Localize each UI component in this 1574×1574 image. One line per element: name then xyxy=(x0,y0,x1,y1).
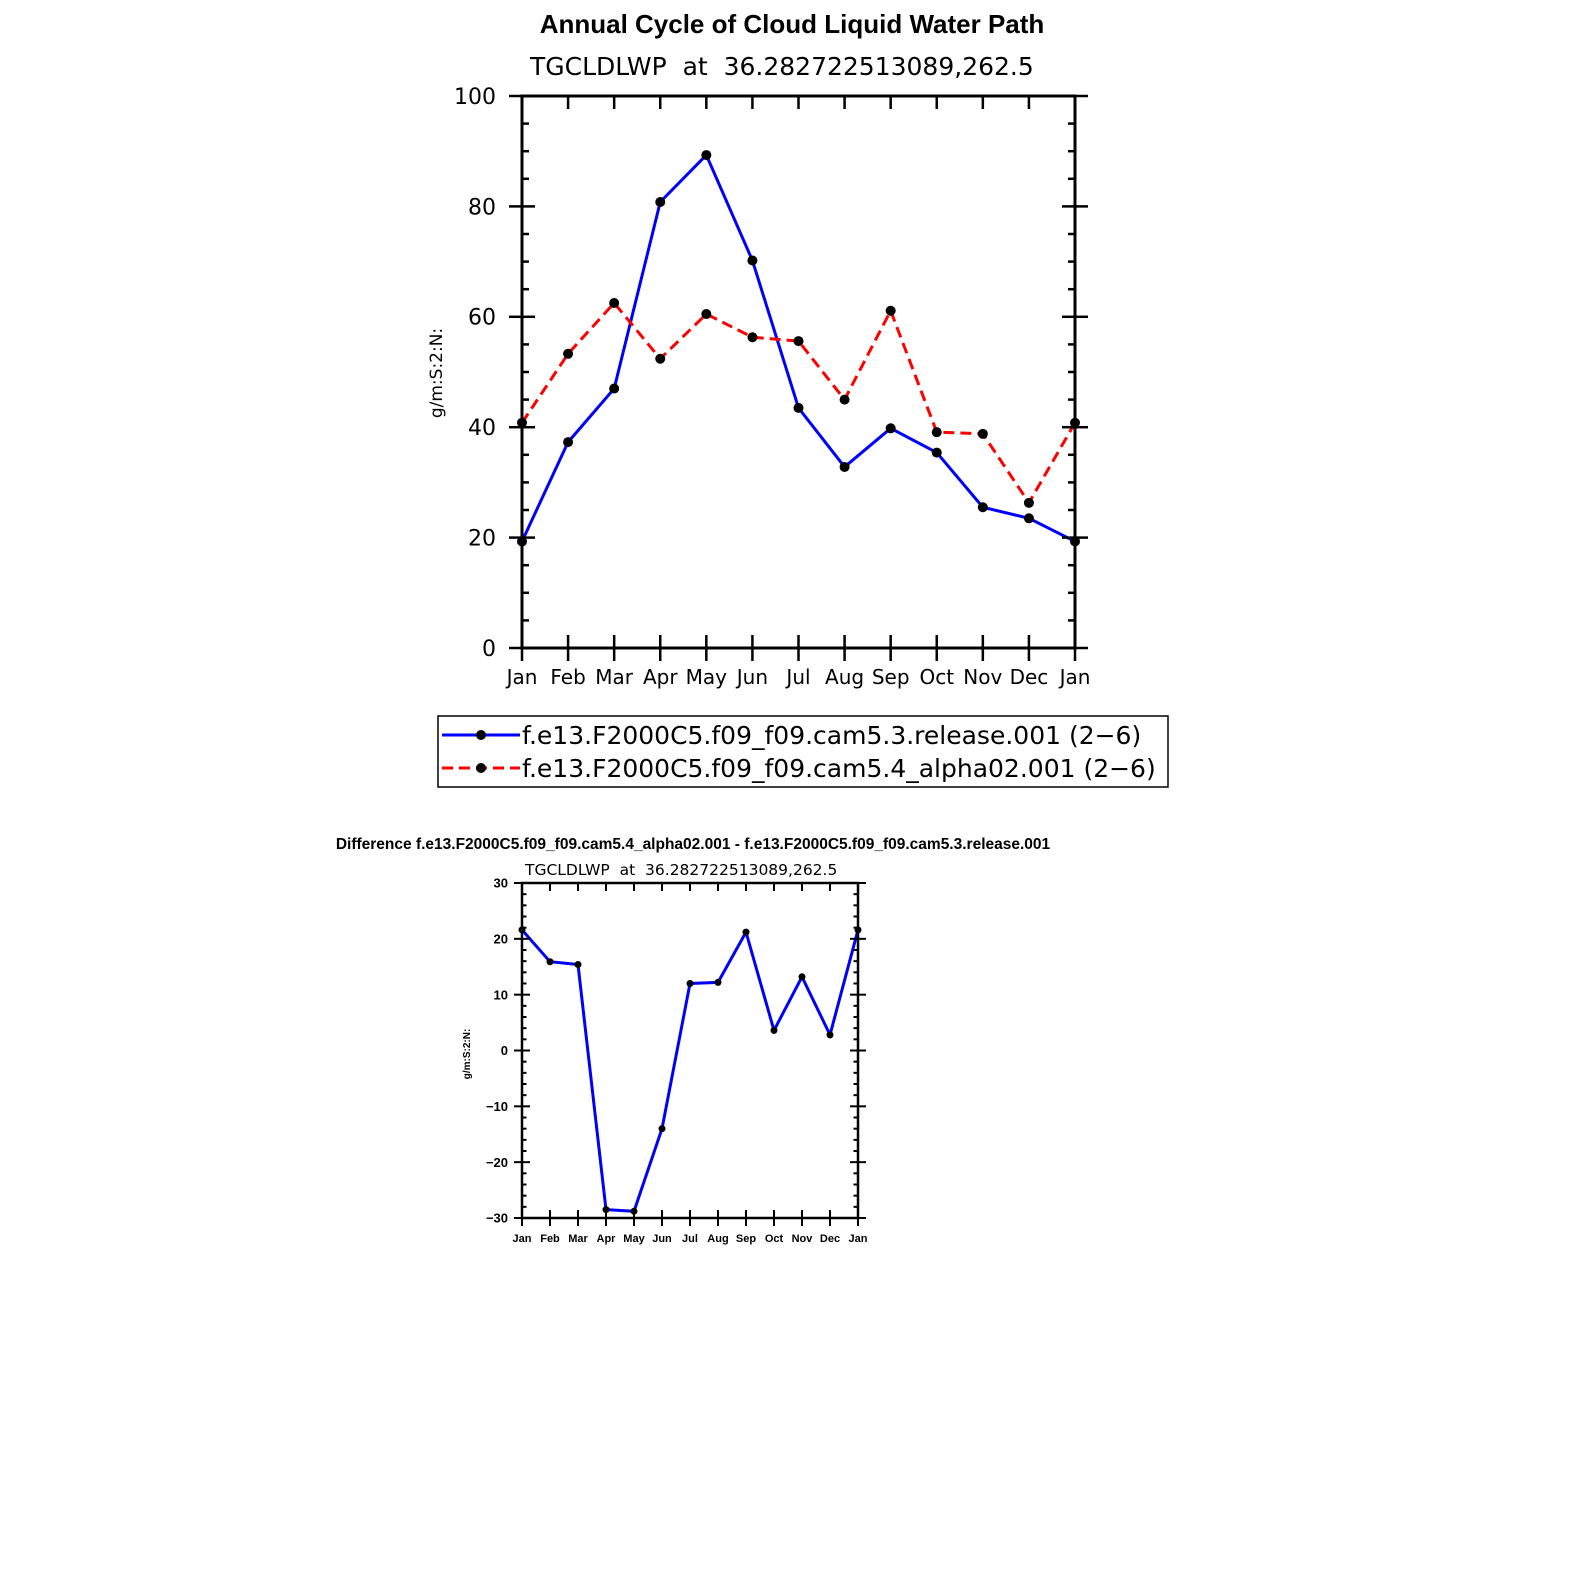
data-point-s1-9 xyxy=(742,928,750,936)
x-tick-label: Jan xyxy=(1058,665,1091,689)
diff-chart-title: Difference f.e13.F2000C5.f09_f09.cam5.4_… xyxy=(336,836,1051,853)
data-point-s1-12 xyxy=(1023,513,1034,524)
y-tick-label: −10 xyxy=(486,1099,508,1114)
data-point-s1-11 xyxy=(977,502,988,513)
chart-subtitle: TGCLDLWP at 36.282722513089,262.5 xyxy=(529,52,1034,81)
y-tick-label: 20 xyxy=(494,932,508,947)
data-point-s2-5 xyxy=(701,309,712,320)
data-point-s2-11 xyxy=(977,428,988,439)
data-point-s1-8 xyxy=(714,978,722,986)
data-point-s1-3 xyxy=(574,961,582,969)
x-tick-label: Nov xyxy=(792,1233,814,1245)
y-tick-label: 20 xyxy=(468,527,496,552)
x-tick-label: Feb xyxy=(540,1233,560,1245)
x-tick-label: Aug xyxy=(825,665,864,689)
legend-label-2: f.e13.F2000C5.f09_f09.cam5.4_alpha02.001… xyxy=(522,754,1156,783)
legend-label-1: f.e13.F2000C5.f09_f09.cam5.3.release.001… xyxy=(522,721,1141,750)
y-tick-label: 60 xyxy=(468,306,496,331)
x-tick-label: Jun xyxy=(652,1233,672,1245)
y-tick-label: −30 xyxy=(486,1211,508,1226)
data-point-s2-6 xyxy=(747,332,758,343)
data-point-s1-11 xyxy=(798,973,806,981)
data-point-s1-7 xyxy=(793,402,804,413)
y-tick-label: 80 xyxy=(468,195,496,220)
x-tick-label: Oct xyxy=(765,1233,784,1245)
data-point-s1-4 xyxy=(602,1206,610,1214)
x-tick-label: Aug xyxy=(707,1233,728,1245)
plot-area: Jan Feb Mar Apr May Jun Jul Aug Sep Oct Nov Dec Jan 0… xyxy=(454,85,1090,689)
x-tick-label: Mar xyxy=(568,1233,588,1245)
x-tick-label: May xyxy=(686,665,728,689)
data-point-s1-10 xyxy=(770,1026,778,1034)
x-tick-label: Mar xyxy=(595,665,634,689)
y-tick-label: 30 xyxy=(494,876,508,891)
legend-item-series-1: f.e13.F2000C5.f09_f09.cam5.3.release.001… xyxy=(442,721,1141,750)
y-tick-label: 40 xyxy=(468,416,496,441)
y-tick-label: 100 xyxy=(454,85,496,110)
data-point-s1-10 xyxy=(931,447,942,458)
legend-marker-2 xyxy=(476,763,486,773)
diff-y-axis-label: g/m:S:2:N: xyxy=(462,1029,473,1080)
x-tick-label: Jan xyxy=(505,665,538,689)
x-tick-label: Sep xyxy=(872,665,910,689)
diff-plot-area: Jan Feb Mar Apr May Jun Jul Aug Sep Oct Nov Dec Jan−… xyxy=(486,876,868,1245)
data-point-s1-4 xyxy=(655,196,666,207)
chart-title: Annual Cycle of Cloud Liquid Water Path xyxy=(540,9,1045,39)
x-tick-label: Jan xyxy=(513,1233,532,1245)
diff-chart-subtitle: TGCLDLWP at 36.282722513089,262.5 xyxy=(524,861,837,879)
x-tick-label: Dec xyxy=(820,1233,840,1245)
data-point-s2-9 xyxy=(885,305,896,316)
x-tick-label: Jun xyxy=(735,665,768,689)
data-point-s1-5 xyxy=(701,150,712,161)
data-point-s1-6 xyxy=(747,255,758,266)
difference-chart: Difference f.e13.F2000C5.f09_f09.cam5.4_… xyxy=(336,836,1051,1245)
x-tick-label: Oct xyxy=(919,665,954,689)
data-point-s1-6 xyxy=(658,1125,666,1133)
data-point-s1-2 xyxy=(563,437,574,448)
data-point-s2-4 xyxy=(655,353,666,364)
x-tick-label: Jul xyxy=(682,1233,698,1245)
data-point-s1-2 xyxy=(546,958,554,966)
data-point-s2-12 xyxy=(1023,497,1034,508)
x-tick-label: Apr xyxy=(643,665,678,689)
legend-marker-1 xyxy=(476,730,486,740)
data-point-s1-9 xyxy=(885,423,896,434)
data-point-s2-3 xyxy=(609,298,620,308)
x-tick-label: Apr xyxy=(597,1233,617,1245)
data-point-s2-2 xyxy=(563,348,574,359)
x-tick-label: Nov xyxy=(963,665,1002,689)
data-point-s1-8 xyxy=(839,461,850,472)
data-point-s2-8 xyxy=(839,394,850,405)
x-tick-label: Sep xyxy=(736,1233,756,1245)
y-axis-label: g/m:S:2:N: xyxy=(427,328,447,418)
y-tick-label: 0 xyxy=(482,637,496,662)
legend: f.e13.F2000C5.f09_f09.cam5.3.release.001… xyxy=(437,715,1169,788)
y-tick-label: 10 xyxy=(494,987,508,1002)
legend-box xyxy=(437,715,1169,788)
annual-cycle-chart: Annual Cycle of Cloud Liquid Water Path … xyxy=(427,9,1169,788)
y-tick-label: −20 xyxy=(486,1155,508,1170)
data-point-s1-7 xyxy=(686,980,694,987)
data-point-s2-7 xyxy=(793,336,804,347)
data-point-s1-12 xyxy=(826,1031,834,1039)
x-tick-label: Jan xyxy=(849,1233,868,1245)
data-point-s1-3 xyxy=(609,383,620,394)
x-tick-label: Dec xyxy=(1010,665,1049,689)
x-tick-label: May xyxy=(623,1233,645,1245)
x-tick-label: Jul xyxy=(784,665,810,689)
legend-item-series-2: f.e13.F2000C5.f09_f09.cam5.4_alpha02.001… xyxy=(442,754,1156,783)
data-point-s2-10 xyxy=(931,427,942,438)
y-tick-label: 0 xyxy=(501,1043,508,1058)
x-tick-label: Feb xyxy=(550,665,585,689)
